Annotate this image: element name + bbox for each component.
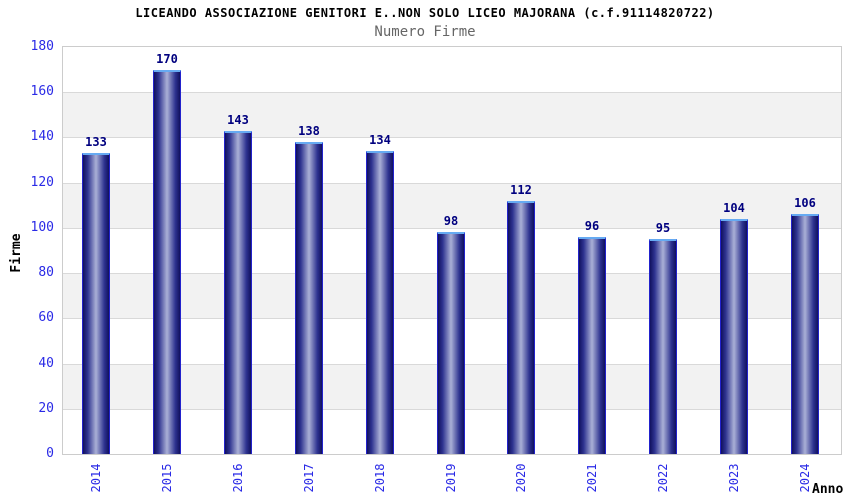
y-tick-label-160: 160: [30, 84, 54, 99]
y-tick-label-100: 100: [30, 220, 54, 235]
x-tick-label-2014: 2014: [89, 463, 103, 493]
y-tick-label-80: 80: [38, 265, 54, 280]
bar-value-label: 138: [298, 124, 320, 138]
background-band: [63, 183, 841, 228]
bar-value-label: 95: [655, 221, 671, 235]
y-tick-label-20: 20: [38, 401, 54, 416]
bar-2024: [791, 214, 819, 454]
background-band: [63, 92, 841, 137]
background-band: [63, 137, 841, 183]
y-tick-label-0: 0: [46, 446, 54, 461]
bar-2019: [437, 232, 465, 454]
chart-title: LICEANDO ASSOCIAZIONE GENITORI E..NON SO…: [135, 6, 715, 20]
x-tick-label-2017: 2017: [302, 463, 316, 493]
y-tick-label-180: 180: [30, 39, 54, 54]
bar-value-label: 104: [723, 201, 745, 215]
x-tick-label-2018: 2018: [373, 463, 387, 493]
bar-value-label: 106: [794, 196, 816, 210]
x-tick-label-2024: 2024: [798, 463, 812, 493]
bar-value-label: 112: [510, 183, 532, 197]
x-tick-label-2019: 2019: [444, 463, 458, 493]
y-tick-label-60: 60: [38, 310, 54, 325]
bar-2016: [224, 131, 252, 454]
bar-2023: [720, 219, 748, 454]
x-tick-label-2022: 2022: [656, 463, 670, 493]
x-tick-label-2023: 2023: [727, 463, 741, 493]
chart-subtitle: Numero Firme: [374, 24, 476, 40]
bar-value-label: 98: [443, 214, 459, 228]
bar-2021: [578, 237, 606, 454]
bar-2017: [295, 142, 323, 454]
bar-2014: [82, 153, 110, 454]
y-tick-label-140: 140: [30, 129, 54, 144]
bar-2018: [366, 151, 394, 454]
x-tick-label-2015: 2015: [160, 463, 174, 493]
background-band: [63, 47, 841, 92]
bar-2015: [153, 70, 181, 454]
x-tick-label-2021: 2021: [585, 463, 599, 493]
x-axis-title: Anno: [812, 482, 844, 497]
bar-value-label: 96: [584, 219, 600, 233]
x-tick-label-2016: 2016: [231, 463, 245, 493]
y-tick-label-120: 120: [30, 175, 54, 190]
bar-value-label: 143: [227, 113, 249, 127]
x-tick-label-2020: 2020: [514, 463, 528, 493]
bar-value-label: 170: [156, 52, 178, 66]
bar-2022: [649, 239, 677, 454]
y-tick-label-40: 40: [38, 356, 54, 371]
plot-area: 133 170 143 138 134 98 112 96 95 104 106: [62, 46, 842, 455]
bar-2020: [507, 201, 535, 454]
bar-value-label: 134: [369, 133, 391, 147]
bar-value-label: 133: [85, 135, 107, 149]
